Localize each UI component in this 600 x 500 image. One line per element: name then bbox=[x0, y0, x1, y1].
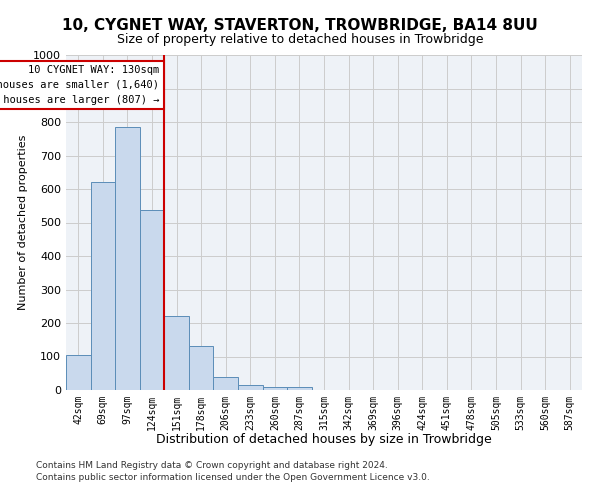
Bar bbox=[140, 210, 164, 390]
Text: 10 CYGNET WAY: 130sqm
← 67% of detached houses are smaller (1,640)
33% of semi-d: 10 CYGNET WAY: 130sqm ← 67% of detached … bbox=[0, 65, 160, 104]
Text: Size of property relative to detached houses in Trowbridge: Size of property relative to detached ho… bbox=[117, 32, 483, 46]
Bar bbox=[263, 386, 287, 390]
Text: Contains public sector information licensed under the Open Government Licence v3: Contains public sector information licen… bbox=[36, 473, 430, 482]
Bar bbox=[91, 182, 115, 390]
Bar bbox=[287, 386, 312, 390]
Text: 10, CYGNET WAY, STAVERTON, TROWBRIDGE, BA14 8UU: 10, CYGNET WAY, STAVERTON, TROWBRIDGE, B… bbox=[62, 18, 538, 32]
Y-axis label: Number of detached properties: Number of detached properties bbox=[17, 135, 28, 310]
Text: Contains HM Land Registry data © Crown copyright and database right 2024.: Contains HM Land Registry data © Crown c… bbox=[36, 460, 388, 469]
Text: Distribution of detached houses by size in Trowbridge: Distribution of detached houses by size … bbox=[156, 432, 492, 446]
Bar bbox=[115, 127, 140, 390]
Bar bbox=[214, 376, 238, 390]
Bar bbox=[164, 316, 189, 390]
Bar bbox=[238, 385, 263, 390]
Bar bbox=[66, 356, 91, 390]
Bar bbox=[189, 346, 214, 390]
